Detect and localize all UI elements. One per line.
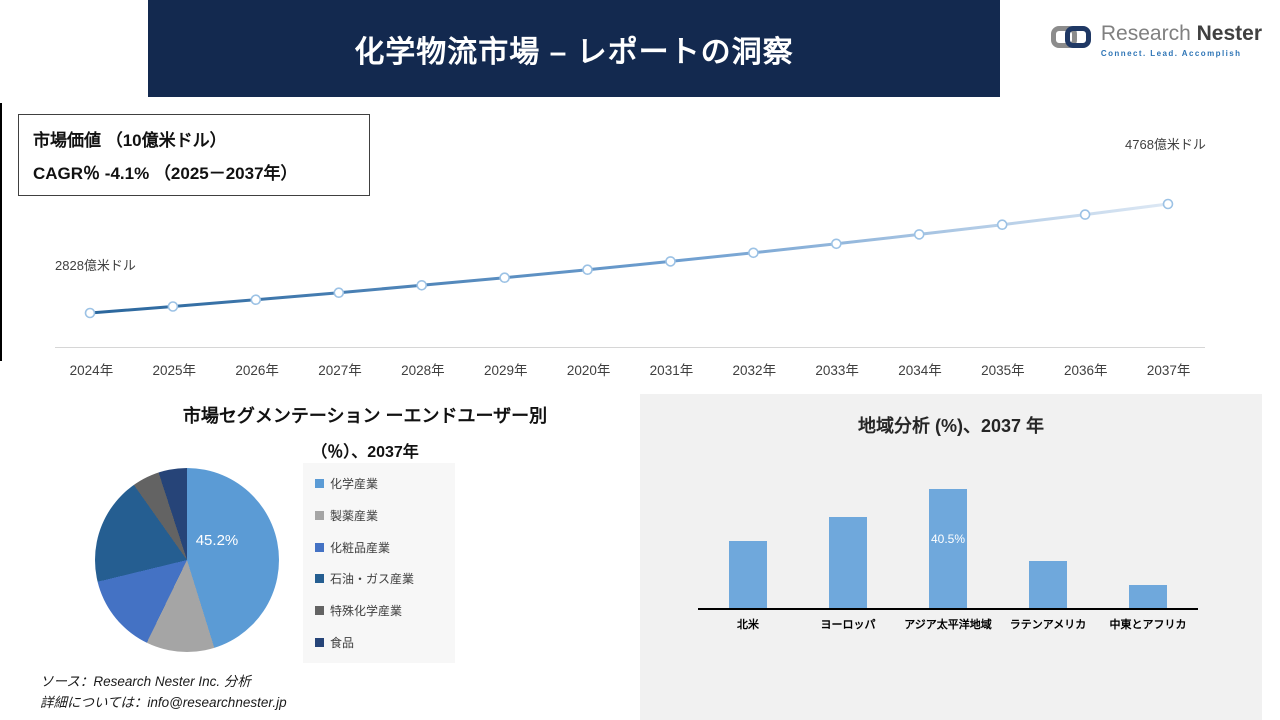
- page-title: 化学物流市場 – レポートの洞察: [354, 35, 794, 69]
- bar-chart-title: 地域分析 (%)、2037 年: [857, 416, 1045, 436]
- legend-item: 石油・ガス産業: [315, 570, 443, 587]
- left-border-line: [0, 103, 2, 361]
- bar-category-label: ラテンアメリカ: [1009, 619, 1087, 631]
- interlocked-rings-icon: [1050, 22, 1091, 48]
- x-axis-label: 2025年: [152, 363, 197, 378]
- region-bar: 40.5%: [929, 489, 967, 608]
- x-axis-label: 2026年: [235, 363, 279, 378]
- x-axis-label: 2034年: [898, 363, 942, 378]
- data-point-marker: [499, 272, 510, 284]
- pie-data-label: 45.2%: [195, 532, 239, 549]
- data-point-marker: [830, 238, 842, 250]
- x-axis-label: 2035年: [981, 363, 1025, 378]
- x-axis-label: 2033年: [815, 363, 859, 378]
- line-end-value-label: 4768億米ドル: [1125, 137, 1206, 152]
- legend-swatch-icon: [315, 606, 324, 616]
- data-point-marker: [913, 229, 925, 240]
- pie-title-line1: 市場セグメンテーション ーエンドユーザー別: [182, 406, 548, 426]
- data-point-marker: [416, 279, 428, 291]
- data-point-marker: [333, 287, 345, 299]
- legend-label: 石油・ガス産業: [330, 572, 415, 587]
- contact-line: 詳細については：info@researchnester.jp: [40, 694, 287, 710]
- legend-item: 化粧品産業: [315, 539, 443, 556]
- data-point-marker: [996, 219, 1008, 230]
- data-point-marker: [167, 301, 179, 312]
- legend-label: 製薬産業: [330, 508, 379, 523]
- legend-label: 特殊化学産業: [330, 604, 403, 619]
- legend-label: 化学産業: [330, 477, 379, 491]
- region-bar: [729, 541, 767, 608]
- logo-text: Research Nester Connect. Lead. Accomplis…: [1101, 22, 1262, 58]
- market-value-box: 市場価値 （10億米ドル） CAGR％ -4.1% （2025－2037年）: [18, 114, 370, 196]
- bar-category-labels: 北米 ヨーロッパ アジア太平洋地域 ラテンアメリカ 中東とアフリカ: [698, 616, 1198, 632]
- legend-label: 食品: [330, 635, 355, 650]
- brand-word-research: Research: [1100, 22, 1191, 45]
- legend-swatch-icon: [315, 542, 324, 552]
- data-point-marker: [250, 294, 262, 306]
- region-bar: [829, 517, 867, 608]
- bar-cell: [998, 476, 1098, 608]
- source-line: ソース：Research Nester Inc. 分析: [40, 674, 251, 689]
- legend-swatch-icon: [315, 479, 324, 488]
- cagr-line: CAGR％ -4.1% （2025－2037年）: [33, 164, 298, 183]
- pie-legend: 化学産業製薬産業化粧品産業石油・ガス産業 特殊化学産業 食品: [303, 463, 455, 663]
- source-footer: ソース：Research Nester Inc. 分析 詳細については：info…: [40, 672, 287, 714]
- header-banner: 化学物流市場 – レポートの洞察: [148, 0, 1000, 97]
- segmentation-pie-chart: [95, 468, 279, 652]
- brand-tagline: Connect. Lead. Accomplish: [1100, 49, 1242, 58]
- bar-category-label: 北米: [737, 619, 759, 631]
- pie-title-line2: （％）、2037年: [311, 444, 419, 461]
- pie-chart-title: 市場セグメンテーション ーエンドユーザー別 （％）、2037年: [75, 402, 655, 462]
- legend-item: 食品: [315, 634, 443, 651]
- x-axis-label: 2032年: [732, 363, 777, 378]
- bar-cell: [1098, 476, 1198, 608]
- bar-category-label: ヨーロッパ: [820, 619, 876, 631]
- ring-navy-icon: [1064, 26, 1091, 48]
- region-bar: [1029, 561, 1067, 608]
- x-axis-line: [55, 347, 1205, 348]
- legend-item: 製薬産業: [315, 507, 443, 524]
- legend-swatch-icon: [315, 637, 324, 647]
- bar-baseline: [698, 608, 1198, 610]
- market-value-line: 市場価値 （10億米ドル）: [33, 131, 227, 150]
- legend-label: 化粧品産業: [330, 540, 391, 555]
- brand-logo: Research Nester Connect. Lead. Accomplis…: [1050, 22, 1262, 58]
- x-axis-label: 2031年: [649, 363, 694, 378]
- ring-gray-icon: [1050, 26, 1077, 48]
- legend-swatch-icon: [315, 574, 324, 584]
- x-axis-label: 2036年: [1063, 363, 1108, 378]
- data-point-marker: [665, 256, 676, 267]
- bar-data-label: 40.5%: [930, 531, 966, 546]
- regional-bars: 40.5%: [698, 476, 1198, 608]
- regional-analysis-panel: 地域分析 (%)、2037 年 40.5% 北米 ヨーロッパ アジア太平洋地域 ラテン…: [640, 394, 1262, 720]
- bar-category-label: アジア太平洋地域: [904, 619, 992, 631]
- bar-cell: [798, 476, 898, 608]
- x-axis-label: 2037年: [1146, 363, 1191, 378]
- brand-name: Research Nester: [1101, 22, 1262, 46]
- data-point-marker: [84, 307, 96, 319]
- brand-word-nester: Nester: [1196, 22, 1262, 45]
- bar-cell: [698, 476, 798, 608]
- data-point-marker: [748, 247, 759, 259]
- x-axis-labels: 2024年 2025年 2026年 2027年 2028年 2029年 2020年 2031年…: [50, 359, 1210, 379]
- data-point-marker: [582, 264, 593, 276]
- data-point-marker: [1079, 209, 1091, 220]
- x-axis-label: 2029年: [483, 363, 528, 378]
- bar-cell: 40.5%: [898, 476, 998, 608]
- legend-item: 化学産業: [315, 475, 443, 492]
- x-axis-label: 2024年: [69, 363, 114, 378]
- trend-markers: [84, 198, 1174, 319]
- legend-swatch-icon: [315, 510, 324, 520]
- region-bar: [1129, 585, 1167, 608]
- legend-item: 特殊化学産業: [315, 602, 443, 619]
- x-axis-label: 2020年: [566, 363, 611, 378]
- data-point-marker: [1162, 198, 1174, 210]
- x-axis-label: 2028年: [401, 363, 445, 378]
- trend-line: [89, 202, 1169, 315]
- x-axis-label: 2027年: [318, 363, 362, 378]
- bar-category-label: 中東とアフリカ: [1109, 619, 1187, 631]
- line-start-value-label: 2828億米ドル: [55, 258, 136, 273]
